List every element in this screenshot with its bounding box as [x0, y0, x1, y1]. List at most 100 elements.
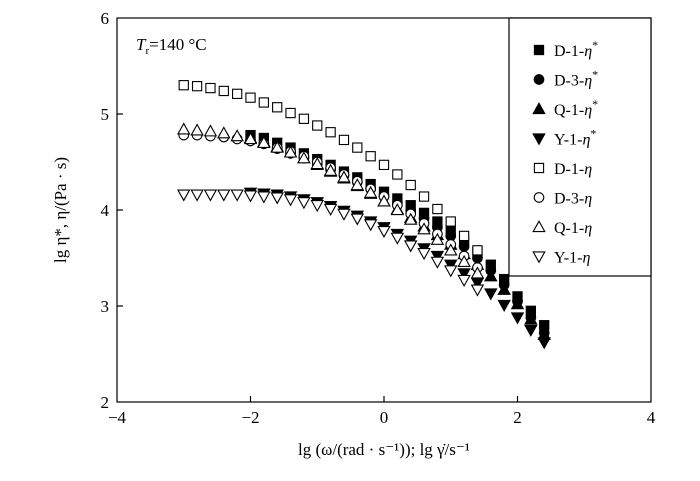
y-tick-label: 6 [101, 9, 110, 28]
legend-marker [532, 220, 546, 233]
data-point [418, 191, 430, 202]
data-point [392, 169, 403, 180]
x-axis-title: lg (ω/(rad · s⁻¹)); lg γ̇/s⁻¹ [298, 440, 470, 459]
data-point [218, 85, 229, 97]
data-point [390, 203, 405, 216]
data-point [258, 97, 269, 108]
data-point [458, 230, 470, 242]
series-D-1-η [178, 80, 483, 256]
data-point [243, 190, 258, 203]
data-point [365, 151, 376, 162]
y-axis-ticks: 2 3 4 5 6 [101, 9, 123, 412]
legend-label: D-1-η* [554, 38, 598, 60]
data-point [484, 269, 498, 282]
data-point [190, 189, 204, 202]
data-point [217, 126, 231, 139]
legend-marker [532, 251, 546, 264]
legend-entry: Q-1-η* [532, 97, 598, 119]
data-point [390, 232, 405, 245]
legend: D-1-η* D-3-η* Q-1-η* Y-1-η* D-1-η D-3-η Q-1-η Y… [532, 38, 598, 267]
data-point [377, 225, 391, 239]
legend-entry: Y-1-η [532, 250, 590, 267]
legend-marker [532, 102, 546, 115]
data-point [310, 200, 324, 213]
data-point [297, 151, 311, 164]
legend-label: D-3-η* [554, 68, 598, 90]
x-tick-label: 0 [380, 408, 389, 427]
data-point [524, 324, 538, 337]
legend-label: D-1-η [554, 161, 592, 178]
data-point [203, 124, 218, 137]
data-point [417, 248, 431, 261]
legend-label: Q-1-η* [554, 97, 598, 119]
legend-marker [533, 192, 545, 203]
data-point [470, 266, 485, 279]
legend-label: Y-1-η* [554, 127, 596, 149]
data-point [378, 159, 390, 171]
data-point [432, 203, 443, 215]
data-point [177, 189, 191, 202]
data-point [524, 312, 538, 325]
temperature-annotation: Tr=140 °C [136, 35, 207, 57]
x-tick-label: −2 [241, 408, 259, 427]
legend-entry: D-3-η* [533, 68, 598, 90]
data-series [177, 80, 551, 350]
y-tick-label: 3 [101, 297, 110, 316]
data-point [363, 185, 378, 198]
data-point [350, 178, 365, 191]
legend-marker [533, 162, 545, 174]
data-point [190, 123, 204, 136]
data-point [297, 197, 311, 210]
data-point [497, 282, 511, 295]
data-point [470, 284, 485, 297]
data-point [537, 337, 551, 350]
legend-label: Q-1-η [554, 220, 592, 237]
data-point [323, 163, 338, 176]
data-point [457, 274, 471, 288]
data-point [350, 213, 365, 226]
legend-label: D-3-η [554, 191, 592, 208]
x-tick-label: −4 [108, 408, 127, 427]
data-point [403, 212, 418, 225]
x-tick-label: 4 [647, 408, 656, 427]
x-tick-label: 2 [513, 408, 522, 427]
data-point [285, 107, 296, 119]
legend-marker [532, 133, 546, 146]
data-point [403, 240, 418, 253]
x-axis-ticks: −4 −2 0 2 4 [108, 396, 656, 427]
data-point [245, 92, 256, 103]
data-point [272, 102, 283, 113]
data-point [312, 120, 323, 131]
data-point [203, 189, 218, 202]
data-point [510, 312, 525, 325]
data-point [352, 142, 363, 153]
data-point [430, 232, 445, 245]
data-point [217, 189, 231, 202]
data-point [243, 132, 258, 145]
data-point [445, 216, 456, 227]
data-point [191, 81, 203, 92]
data-point [472, 245, 483, 256]
data-point [457, 254, 471, 267]
legend-entry: Q-1-η [532, 220, 592, 237]
legend-label: Y-1-η [554, 250, 590, 267]
data-point [177, 122, 191, 135]
data-point [257, 135, 271, 148]
data-point [230, 189, 244, 202]
legend-marker [533, 44, 545, 56]
data-point [484, 288, 498, 301]
y-axis-title: lg η*, η/(Pa · s) [51, 157, 70, 263]
data-point [337, 208, 351, 221]
data-point [430, 250, 445, 264]
data-point [337, 170, 351, 183]
data-point [444, 243, 458, 256]
data-point [270, 192, 284, 205]
data-point [363, 219, 378, 232]
data-point [417, 222, 431, 235]
series-Y-1-η [177, 189, 485, 297]
data-point [323, 203, 338, 216]
y-tick-label: 5 [101, 105, 110, 124]
legend-entry: D-3-η [533, 191, 592, 208]
data-point [257, 191, 271, 204]
